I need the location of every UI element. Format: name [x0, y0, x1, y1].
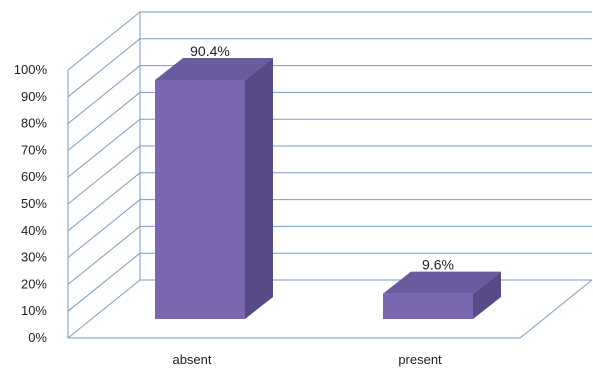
y-tick-label: 40% [21, 223, 47, 238]
gridline [67, 118, 592, 178]
gridline [67, 38, 592, 98]
bar-present [383, 271, 501, 319]
y-tick-label: 60% [21, 169, 47, 184]
data-labels: 90.4% 9.6% [190, 43, 454, 273]
y-tick-label: 50% [21, 196, 47, 211]
floor-right-edge [519, 279, 593, 339]
gridline [67, 172, 592, 232]
bar-top [383, 271, 501, 294]
y-tick-label: 90% [21, 89, 47, 104]
y-tick-label: 70% [21, 142, 47, 157]
y-tick-label: 100% [14, 62, 48, 77]
y-tick-label: 0% [28, 330, 47, 345]
bar-side [245, 58, 273, 319]
data-label: 9.6% [422, 257, 454, 273]
data-label: 90.4% [190, 43, 230, 59]
bar-front [155, 80, 245, 319]
y-tick-label: 30% [21, 250, 47, 265]
gridline [67, 225, 592, 285]
bar-front [383, 293, 473, 319]
y-tick-label: 20% [21, 276, 47, 291]
gridline [67, 91, 592, 151]
bar-top [155, 58, 273, 80]
x-category-label: present [398, 352, 442, 367]
chart-bars [155, 58, 501, 319]
bar-absent [155, 58, 273, 319]
y-axis-ticks: 0% 10% 20% 30% 40% 50% 60% 70% 80% 90% 100% [14, 62, 48, 345]
gridline [67, 199, 592, 258]
gridline [67, 279, 592, 339]
gridline [67, 11, 592, 71]
y-tick-label: 10% [21, 303, 47, 318]
chart-grid [67, 11, 593, 339]
gridline [67, 252, 592, 312]
y-tick-label: 80% [21, 116, 47, 131]
gridline [67, 65, 592, 124]
bar-side [473, 271, 501, 319]
x-axis-categories: absent present [172, 352, 442, 367]
gridline [67, 145, 592, 205]
x-category-label: absent [172, 352, 211, 367]
